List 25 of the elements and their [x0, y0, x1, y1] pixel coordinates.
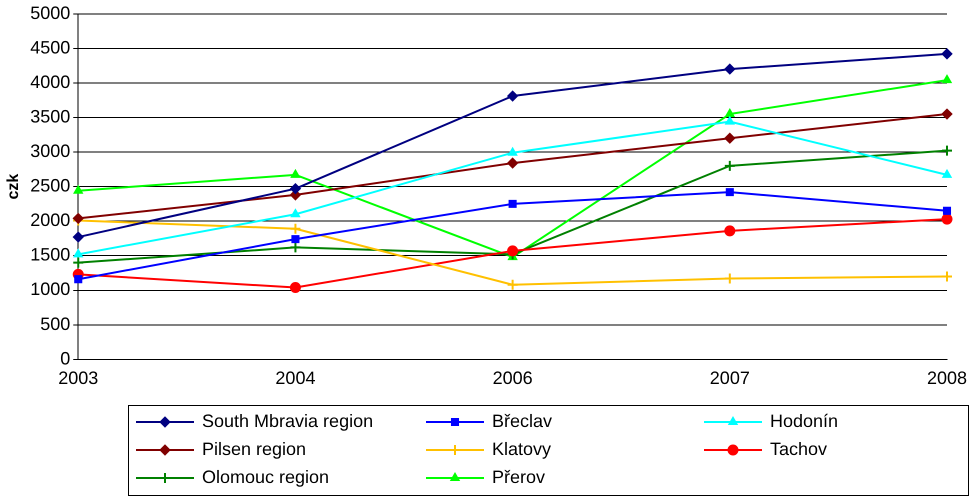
- x-tick-label: 2007: [710, 368, 750, 388]
- legend-label: Tachov: [770, 438, 828, 459]
- y-tick-label: 0: [60, 348, 70, 368]
- legend-label: Olomouc region: [202, 466, 330, 487]
- y-tick-label: 4000: [30, 72, 70, 92]
- x-tick-label: 2008: [926, 368, 968, 388]
- x-tick-label: 2006: [492, 368, 533, 388]
- y-tick-label: 2500: [30, 176, 70, 196]
- legend-label: Přerov: [492, 466, 546, 487]
- legend-label: Klatovy: [492, 438, 552, 459]
- y-tick-label: 1000: [30, 279, 70, 300]
- y-tick-label: 5000: [30, 2, 70, 23]
- y-tick-label: 4500: [30, 37, 70, 58]
- legend-label: Pilsen region: [202, 438, 306, 459]
- y-tick-label: 2000: [30, 210, 70, 230]
- x-tick-label: 2003: [58, 368, 98, 388]
- x-tick-label: 2004: [275, 368, 316, 388]
- y-tick-label: 500: [40, 314, 70, 334]
- y-tick-label: 3500: [30, 106, 70, 126]
- legend-label: South Mbravia region: [202, 410, 374, 431]
- legend-label: Břeclav: [492, 410, 552, 431]
- y-axis-title: czk: [5, 174, 22, 200]
- y-tick-label: 1500: [30, 244, 70, 265]
- legend-label: Hodonín: [770, 410, 838, 431]
- y-tick-label: 3000: [30, 141, 70, 162]
